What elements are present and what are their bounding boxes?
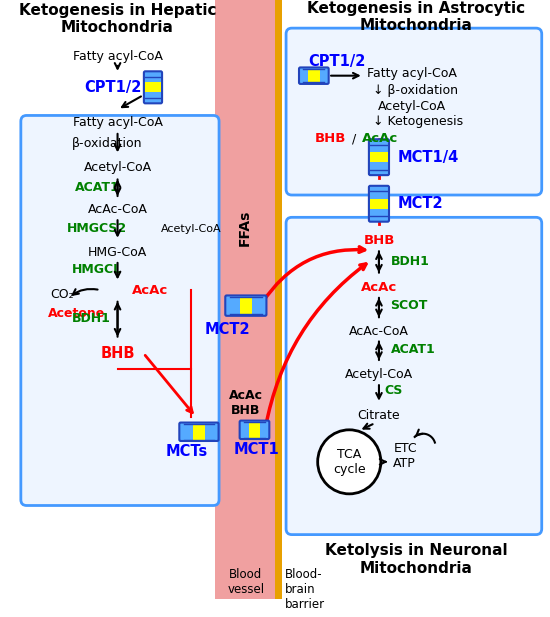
Text: MCT2: MCT2 (398, 196, 444, 211)
Text: Fatty acyl-CoA: Fatty acyl-CoA (73, 116, 162, 129)
Text: Ketogenesis in Hepatic
Mitochondria: Ketogenesis in Hepatic Mitochondria (19, 3, 216, 35)
Text: ↓ Ketogenesis: ↓ Ketogenesis (373, 115, 463, 128)
Text: Blood
vessel: Blood vessel (227, 568, 265, 595)
Text: CO₂: CO₂ (50, 289, 74, 302)
Text: Fatty acyl-CoA: Fatty acyl-CoA (73, 50, 162, 63)
Text: BHB: BHB (100, 346, 135, 361)
Text: AcAc: AcAc (362, 132, 398, 145)
Text: BDH1: BDH1 (72, 312, 111, 325)
Text: MCTs: MCTs (166, 444, 207, 458)
Bar (274, 0, 282, 598)
Text: /: / (348, 132, 361, 145)
FancyBboxPatch shape (286, 28, 542, 195)
Text: Acetyl-CoA: Acetyl-CoA (84, 162, 152, 175)
Bar (145, 83, 161, 92)
Text: Acetyl-CoA: Acetyl-CoA (345, 368, 413, 381)
Bar (240, 297, 251, 314)
Text: MCT1: MCT1 (234, 442, 279, 457)
Bar (308, 69, 320, 83)
Bar (370, 152, 388, 162)
Bar (370, 199, 388, 209)
Text: ACAT1: ACAT1 (74, 181, 119, 194)
FancyBboxPatch shape (286, 217, 542, 534)
Text: Fatty acyl-CoA: Fatty acyl-CoA (366, 67, 456, 80)
Text: BHB: BHB (363, 234, 395, 247)
Text: AcAc-CoA: AcAc-CoA (349, 325, 409, 338)
Text: BHB: BHB (315, 132, 346, 145)
Circle shape (318, 430, 381, 494)
Text: FFAs: FFAs (238, 210, 252, 246)
Bar (249, 422, 260, 437)
Text: AcAc-CoA: AcAc-CoA (87, 203, 147, 216)
Text: Ketolysis in Neuronal
Mitochondria: Ketolysis in Neuronal Mitochondria (325, 544, 508, 576)
FancyBboxPatch shape (240, 421, 270, 439)
Text: Acetyl-CoA: Acetyl-CoA (377, 100, 446, 114)
Text: Acetone: Acetone (48, 307, 105, 320)
Text: Ketogenesis in Astrocytic
Mitochondria: Ketogenesis in Astrocytic Mitochondria (307, 1, 525, 33)
Text: β-oxidation: β-oxidation (72, 137, 142, 150)
Bar (193, 424, 205, 439)
Text: HMG-CoA: HMG-CoA (88, 246, 147, 259)
FancyBboxPatch shape (179, 423, 218, 441)
Text: ACAT1: ACAT1 (390, 343, 435, 356)
Text: HMGCL: HMGCL (72, 263, 122, 276)
FancyBboxPatch shape (21, 115, 219, 505)
Text: Citrate: Citrate (358, 409, 400, 422)
Text: SCOT: SCOT (390, 299, 428, 312)
FancyBboxPatch shape (369, 186, 389, 222)
Text: ↓ β-oxidation: ↓ β-oxidation (373, 84, 458, 97)
Text: CPT1/2: CPT1/2 (308, 54, 365, 68)
Text: HMGCS2: HMGCS2 (67, 223, 127, 236)
Text: MCT2: MCT2 (205, 323, 250, 337)
FancyBboxPatch shape (299, 67, 329, 84)
Text: AcAc: AcAc (361, 281, 397, 294)
Text: CPT1/2: CPT1/2 (84, 80, 141, 95)
Text: BDH1: BDH1 (390, 255, 430, 268)
Text: MCT1/4: MCT1/4 (398, 150, 459, 165)
Bar (215, 0, 277, 598)
Text: TCA
cycle: TCA cycle (333, 448, 366, 476)
Text: Blood-
brain
barrier: Blood- brain barrier (285, 568, 325, 611)
Text: AcAc
BHB: AcAc BHB (229, 389, 263, 416)
FancyBboxPatch shape (226, 296, 266, 316)
Text: Acetyl-CoA: Acetyl-CoA (161, 224, 221, 234)
Text: ETC
ATP: ETC ATP (393, 442, 417, 470)
FancyBboxPatch shape (144, 72, 162, 103)
Text: AcAc: AcAc (132, 284, 168, 297)
Text: CS: CS (384, 384, 403, 397)
FancyBboxPatch shape (369, 139, 389, 175)
